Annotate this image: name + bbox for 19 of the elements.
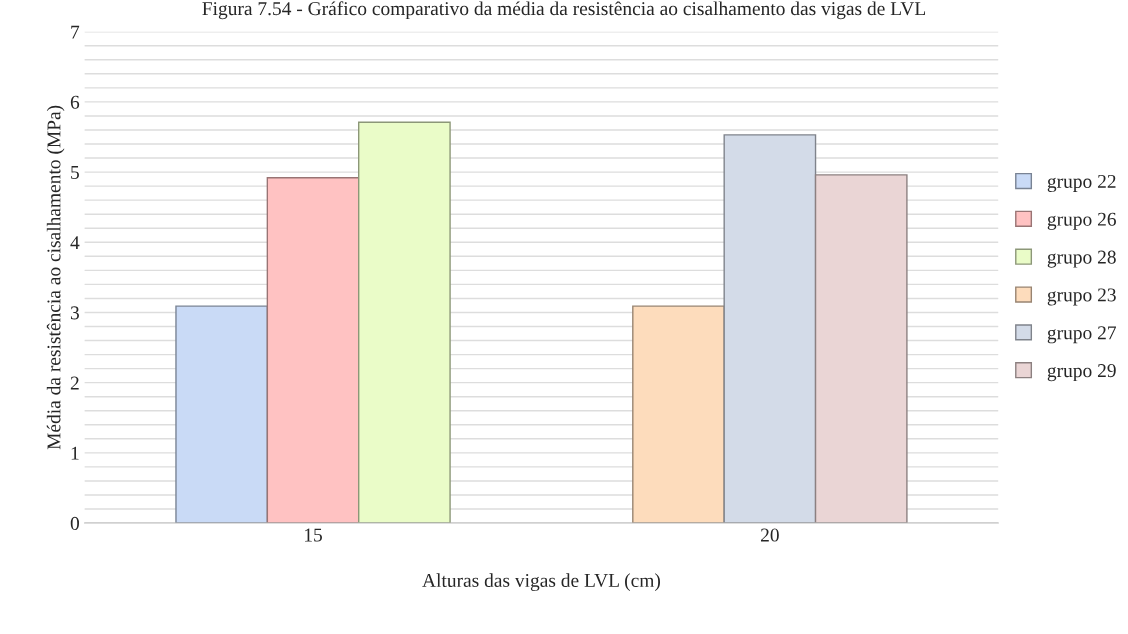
legend-label: grupo 27 — [1047, 326, 1116, 344]
y-tick-label: 6 — [70, 95, 80, 109]
y-tick-label: 2 — [70, 376, 79, 390]
y-axis-title: Média da resistência ao cisalhamento (MPa) — [46, 105, 65, 450]
y-tick-label: 3 — [70, 306, 79, 320]
y-tick-label: 7 — [71, 25, 80, 39]
legend-label: grupo 22 — [1047, 174, 1116, 192]
chart-title: Figura 7.54 - Gráfico comparativo da média da resistência ao cisalhamento das vigas de LVL — [202, 1, 926, 20]
y-tick-label: 4 — [70, 236, 80, 250]
x-axis-title: Alturas das vigas de LVL (cm) — [422, 573, 661, 592]
y-tick-label: 5 — [71, 166, 79, 180]
legend-label: grupo 26 — [1047, 212, 1116, 230]
legend-label: grupo 29 — [1047, 364, 1116, 382]
x-tick-label: 20 — [760, 528, 779, 542]
y-tick-label: 1 — [71, 446, 79, 460]
x-tick-label: 15 — [305, 528, 322, 542]
y-tick-label: 0 — [70, 516, 79, 530]
legend-label: grupo 28 — [1047, 250, 1116, 268]
legend-label: grupo 23 — [1047, 288, 1116, 306]
